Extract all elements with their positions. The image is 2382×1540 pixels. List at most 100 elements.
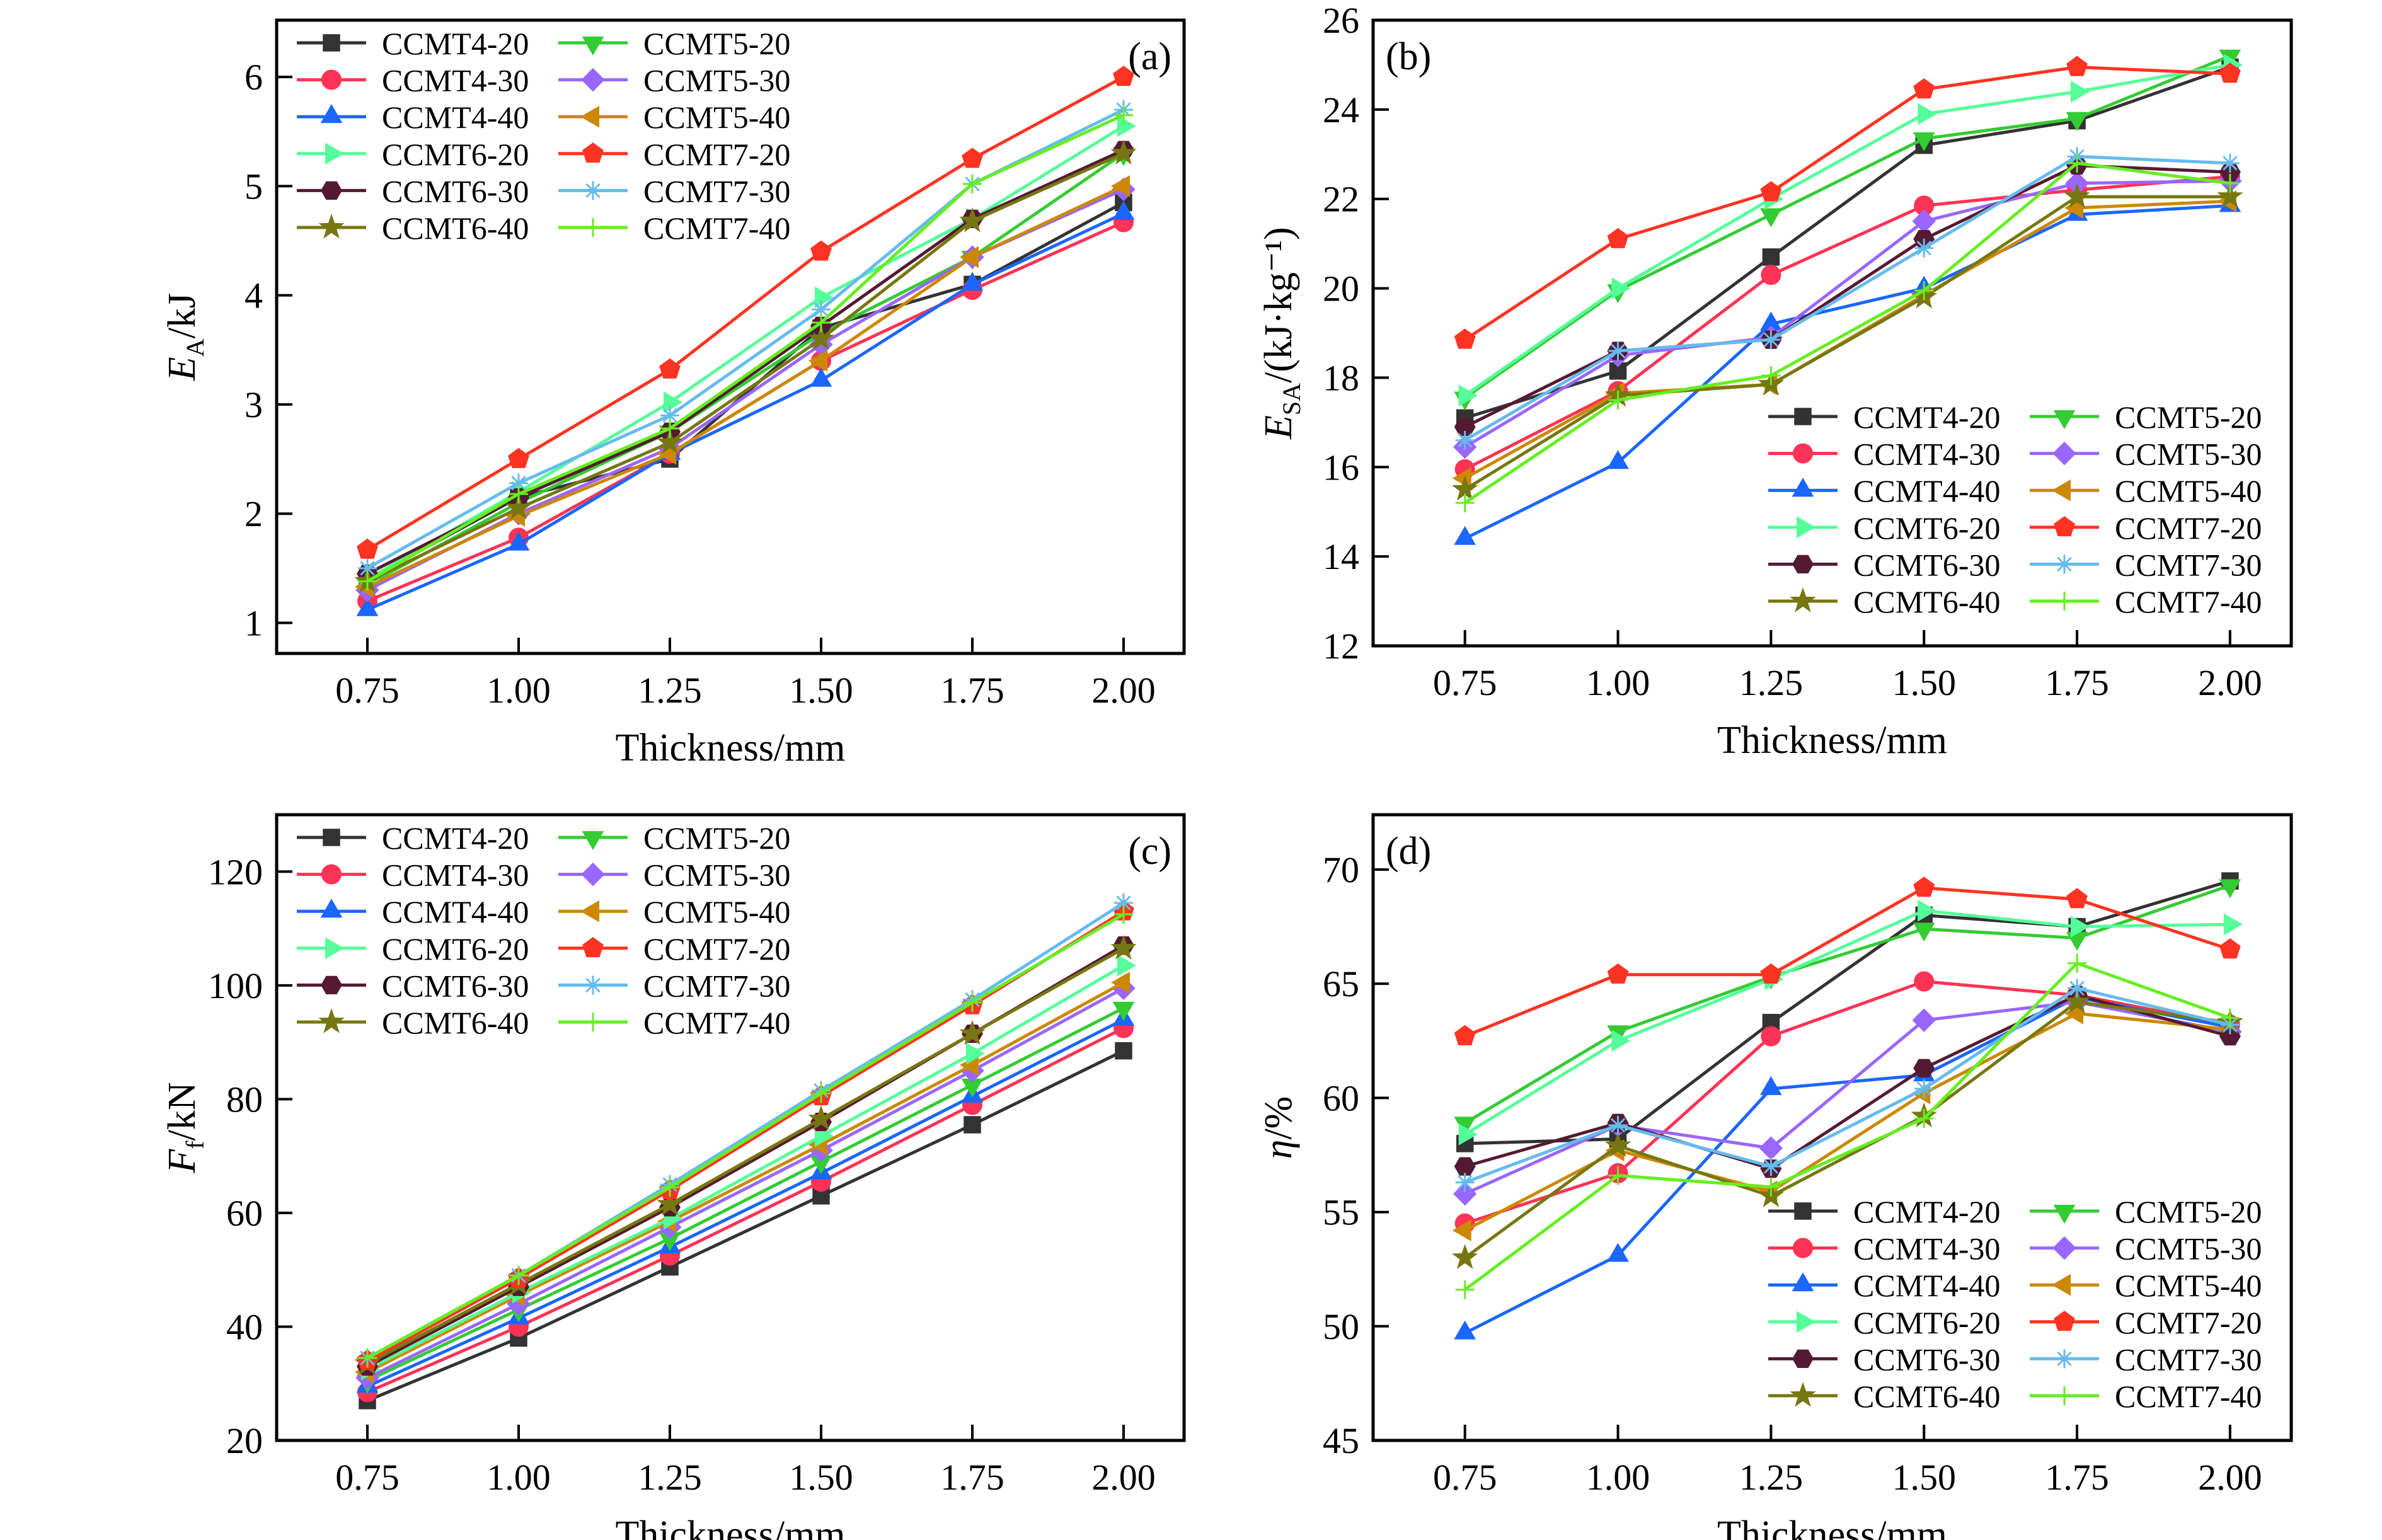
legend-marker — [321, 864, 342, 885]
legend-marker — [318, 214, 345, 239]
legend-label: CCMT7-30 — [2115, 1342, 2262, 1377]
legend-item: CCMT7-30 — [2030, 1342, 2262, 1377]
legend-label: CCMT6-30 — [382, 173, 529, 209]
legend-item: CCMT5-40 — [558, 894, 790, 929]
series-line — [366, 152, 1125, 583]
data-point — [1114, 105, 1133, 125]
legend-marker — [2052, 441, 2076, 466]
legend-marker — [1794, 1202, 1812, 1220]
y-tick-label: 50 — [1323, 1306, 1359, 1347]
legend-label: CCMT7-20 — [643, 931, 790, 967]
data-point — [1458, 1123, 1478, 1146]
y-tick-label: 1 — [245, 602, 263, 643]
data-point — [1762, 248, 1780, 266]
legend-item: CCMT5-20 — [2030, 1194, 2262, 1229]
legend-item: CCMT6-40 — [297, 1005, 529, 1040]
series-CCMT7-40 — [358, 105, 1133, 591]
data-point — [1761, 1177, 1781, 1197]
legend-marker — [1797, 516, 1815, 539]
legend-marker — [2055, 1386, 2074, 1405]
data-point — [1760, 963, 1782, 984]
legend-marker — [1792, 478, 1814, 497]
legend-marker — [584, 1013, 602, 1031]
legend-label: CCMT5-20 — [643, 820, 790, 856]
y-tick-label: 20 — [226, 1420, 263, 1461]
series-line — [366, 910, 1125, 1362]
series-line — [1464, 179, 2230, 449]
data-point — [1455, 1280, 1475, 1299]
data-point — [1110, 139, 1137, 165]
data-point — [1914, 971, 1935, 992]
series-line — [366, 124, 1125, 581]
series-CCMT6-20 — [1458, 899, 2243, 1146]
legend-label: CCMT6-30 — [1853, 547, 2000, 582]
x-tick-label: 1.00 — [486, 670, 551, 711]
x-tick-label: 0.75 — [1433, 662, 1497, 703]
series-CCMT7-30 — [1455, 147, 2240, 450]
legend-label: CCMT5-20 — [2115, 399, 2262, 435]
legend-item: CCMT5-30 — [2030, 437, 2262, 472]
legend-label: CCMT7-20 — [2115, 510, 2262, 546]
data-point — [812, 313, 831, 332]
legend-label: CCMT5-40 — [643, 100, 790, 135]
chart-panel-c: 0.75 1.00 1.25 1.50 1.75 2.00 20 40 60 80 100 120 Th… — [161, 813, 1186, 1540]
x-tick-label: 1.75 — [940, 1457, 1004, 1498]
data-point — [358, 572, 377, 591]
legend-marker — [581, 862, 605, 887]
series-line — [366, 912, 1125, 1360]
legend-item: CCMT6-30 — [297, 173, 529, 209]
data-point — [657, 428, 683, 454]
legend-item: CCMT7-20 — [558, 931, 790, 967]
legend-label: CCMT7-40 — [2115, 1379, 2262, 1414]
legend-label: CCMT4-40 — [382, 100, 529, 135]
legend: CCMT4-20CCMT4-30CCMT4-40CCMT6-20CCMT6-30… — [1768, 1194, 2262, 1414]
legend-item: CCMT4-30 — [1768, 1231, 2000, 1267]
data-point — [1611, 1030, 1631, 1052]
legend-item: CCMT4-40 — [297, 100, 529, 135]
legend-label: CCMT4-40 — [1853, 1268, 2000, 1303]
legend-item: CCMT6-30 — [1768, 547, 2000, 582]
legend-item: CCMT6-40 — [1768, 1379, 2000, 1414]
series-line — [367, 221, 1125, 603]
data-point — [808, 325, 834, 350]
series-line — [1464, 175, 2231, 471]
legend-label: CCMT6-40 — [382, 210, 529, 246]
legend-marker — [584, 218, 602, 237]
y-tick-label: 80 — [226, 1079, 263, 1120]
legend-marker — [2053, 1205, 2076, 1224]
data-point — [2219, 938, 2241, 959]
legend-label: CCMT5-40 — [2115, 1268, 2262, 1303]
data-point — [1458, 384, 1478, 407]
data-point — [509, 485, 528, 504]
data-point — [2068, 953, 2087, 973]
legend-item: CCMT6-40 — [297, 210, 529, 246]
legend-label: CCMT6-20 — [382, 931, 529, 967]
data-point — [808, 1105, 834, 1130]
series-line — [366, 987, 1125, 1379]
legend-marker — [321, 975, 342, 995]
data-point — [966, 1042, 985, 1065]
legend-label: CCMT6-30 — [382, 968, 529, 1003]
data-point — [2220, 153, 2240, 173]
data-point — [2223, 913, 2243, 936]
series-line — [1464, 195, 2230, 491]
data-point — [657, 1190, 683, 1216]
data-point — [2220, 1008, 2240, 1028]
legend-marker — [320, 899, 343, 918]
y-tick-label: 120 — [208, 851, 263, 892]
panel-label: (c) — [1128, 830, 1171, 873]
legend-marker — [1790, 1382, 1816, 1407]
legend-item: CCMT7-20 — [2030, 510, 2262, 546]
legend-item: CCMT7-20 — [558, 137, 790, 172]
legend-item: CCMT5-20 — [558, 820, 790, 856]
x-tick-label: 1.25 — [638, 1457, 702, 1498]
plot-frame — [275, 18, 1186, 655]
data-point — [1113, 66, 1134, 86]
series-CCMT7-30 — [1455, 979, 2240, 1192]
data-point — [963, 992, 982, 1012]
data-point — [963, 174, 982, 193]
series-line — [1464, 879, 2231, 1146]
legend-marker — [584, 975, 602, 995]
data-point — [1913, 922, 1935, 942]
panel-label: (d) — [1386, 830, 1431, 873]
